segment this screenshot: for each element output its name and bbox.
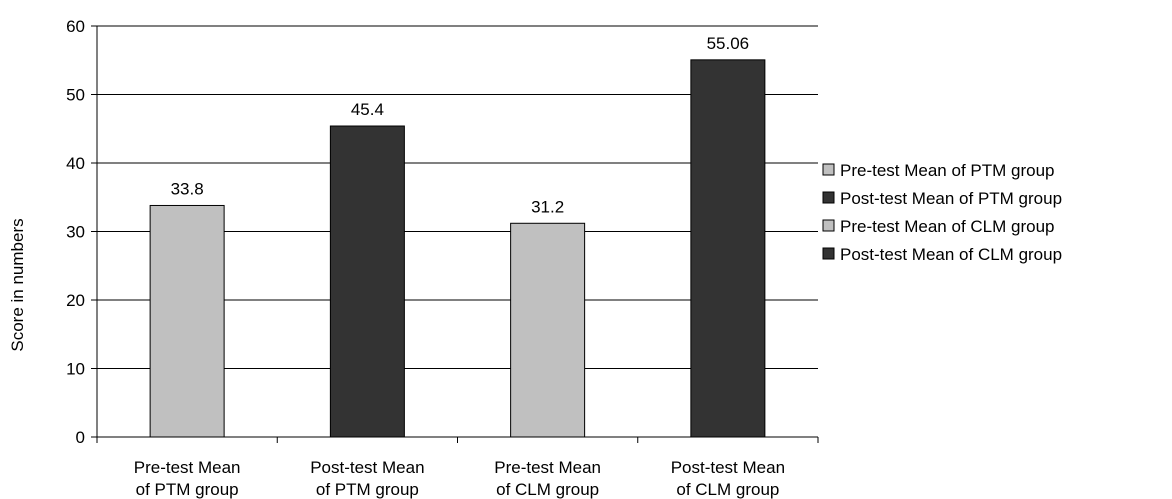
bar [510,222,586,438]
legend-label: Post-test Mean of CLM group [840,245,1062,264]
legend-label: Pre-test Mean of PTM group [840,161,1054,180]
legend-swatch [822,191,835,204]
y-tick-label: 40 [66,154,85,173]
bar [690,59,766,438]
y-tick-label: 20 [66,291,85,310]
y-axis-label: Score in numbers [8,218,27,351]
legend-label: Post-test Mean of PTM group [840,189,1062,208]
data-label: 31.2 [531,197,564,216]
y-tick-label: 10 [66,360,85,379]
data-label: 55.06 [707,34,750,53]
axes [91,25,819,443]
data-labels: 33.8 45.4 31.2 55.06 [171,34,750,216]
legend-label: Pre-test Mean of CLM group [840,217,1054,236]
y-tick-label: 30 [66,223,85,242]
x-tick-label: of CLM group [496,480,599,499]
x-tick-label: Pre-test Mean [134,458,241,477]
x-tick-label: Post-test Mean [671,458,785,477]
legend-swatch [822,163,835,176]
y-tick-label: 0 [76,428,85,447]
tick-labels: 0 10 20 30 40 50 60 Pre-test Mean of PTM group Po… [66,17,785,499]
x-tick-label: of PTM group [136,480,239,499]
x-tick-label: of CLM group [676,480,779,499]
x-tick-label: Pre-test Mean [494,458,601,477]
data-label: 33.8 [171,179,204,198]
x-tick-label: Post-test Mean [310,458,424,477]
x-tick-label: of PTM group [316,480,419,499]
legend: Pre-test Mean of PTM group Post-test Mean… [822,161,1062,264]
bars [149,59,766,438]
y-tick-label: 60 [66,17,85,36]
legend-swatch [822,219,835,232]
legend-swatch [822,247,835,260]
y-tick-label: 50 [66,86,85,105]
data-label: 45.4 [351,100,384,119]
bar [149,204,225,438]
bar [329,125,405,438]
